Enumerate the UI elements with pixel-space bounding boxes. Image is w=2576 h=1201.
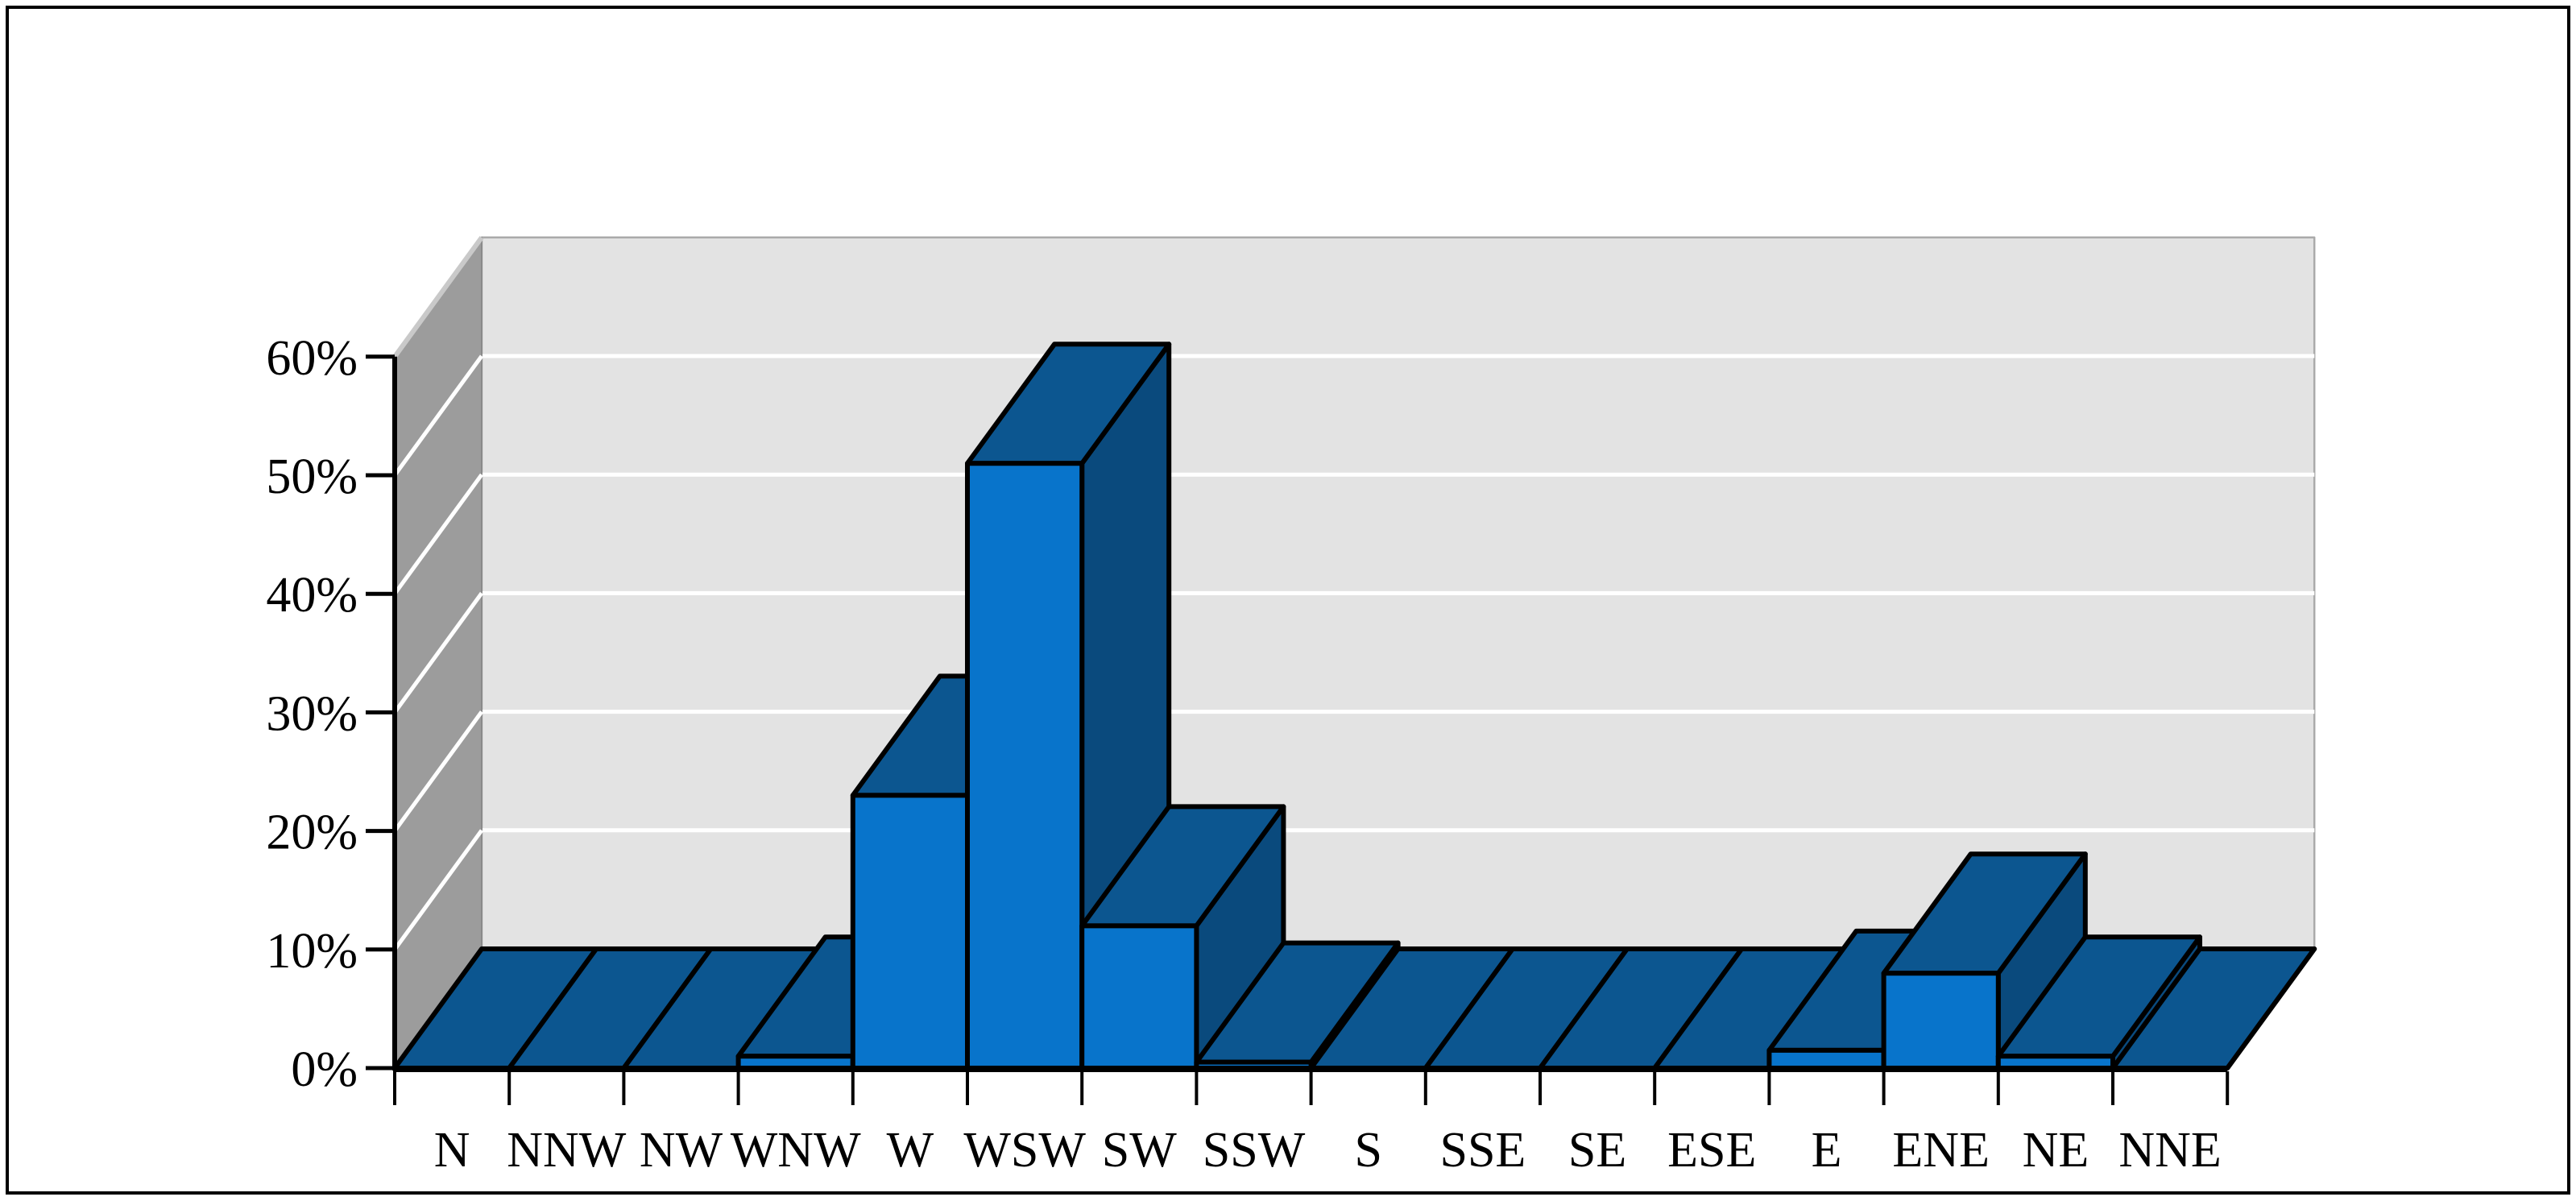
x-category-label-WNW: WNW <box>731 1123 861 1178</box>
side-wall-top-edge <box>392 236 484 358</box>
x-category-label-W: W <box>887 1123 934 1178</box>
x-category-label-NNW: NNW <box>507 1123 627 1178</box>
x-category-label-ENE: ENE <box>1892 1123 1990 1178</box>
side-wall-gridline-50% <box>392 354 484 477</box>
y-tick-label-0%: 0% <box>291 1042 358 1097</box>
side-wall-gridline-10% <box>392 829 484 951</box>
bar-front-face-SW <box>1079 923 1199 1071</box>
bar-front-face-E <box>1766 1047 1886 1071</box>
bar-front-face-WSW <box>965 461 1085 1071</box>
x-category-label-E: E <box>1812 1123 1842 1178</box>
x-category-label-SSW: SSW <box>1203 1123 1306 1178</box>
figure-border <box>6 6 2570 1195</box>
x-category-label-ESE: ESE <box>1667 1123 1756 1178</box>
x-category-label-WSW: WSW <box>963 1123 1086 1178</box>
y-tick-label-50%: 50% <box>266 449 358 504</box>
x-category-label-N: N <box>434 1123 470 1178</box>
side-wall-gridline-20% <box>392 710 484 833</box>
bar-front-face-ENE <box>1881 971 2001 1071</box>
y-tick-label-40%: 40% <box>266 568 358 623</box>
side-wall-gridline-40% <box>392 473 484 595</box>
y-tick-label-20%: 20% <box>266 805 358 860</box>
y-tick-label-30%: 30% <box>266 686 358 741</box>
side-wall-gridline-30% <box>392 591 484 714</box>
x-category-label-NE: NE <box>2023 1123 2089 1178</box>
x-category-label-S: S <box>1354 1123 1381 1178</box>
y-tick-label-10%: 10% <box>266 924 358 979</box>
y-tick-label-60%: 60% <box>266 331 358 386</box>
x-category-label-SSE: SSE <box>1439 1123 1526 1178</box>
bar-front-face-W <box>850 793 970 1071</box>
x-category-label-SE: SE <box>1568 1123 1626 1178</box>
x-category-label-NNE: NNE <box>2118 1123 2221 1178</box>
x-category-label-NW: NW <box>640 1123 723 1178</box>
x-category-label-SW: SW <box>1102 1123 1177 1178</box>
